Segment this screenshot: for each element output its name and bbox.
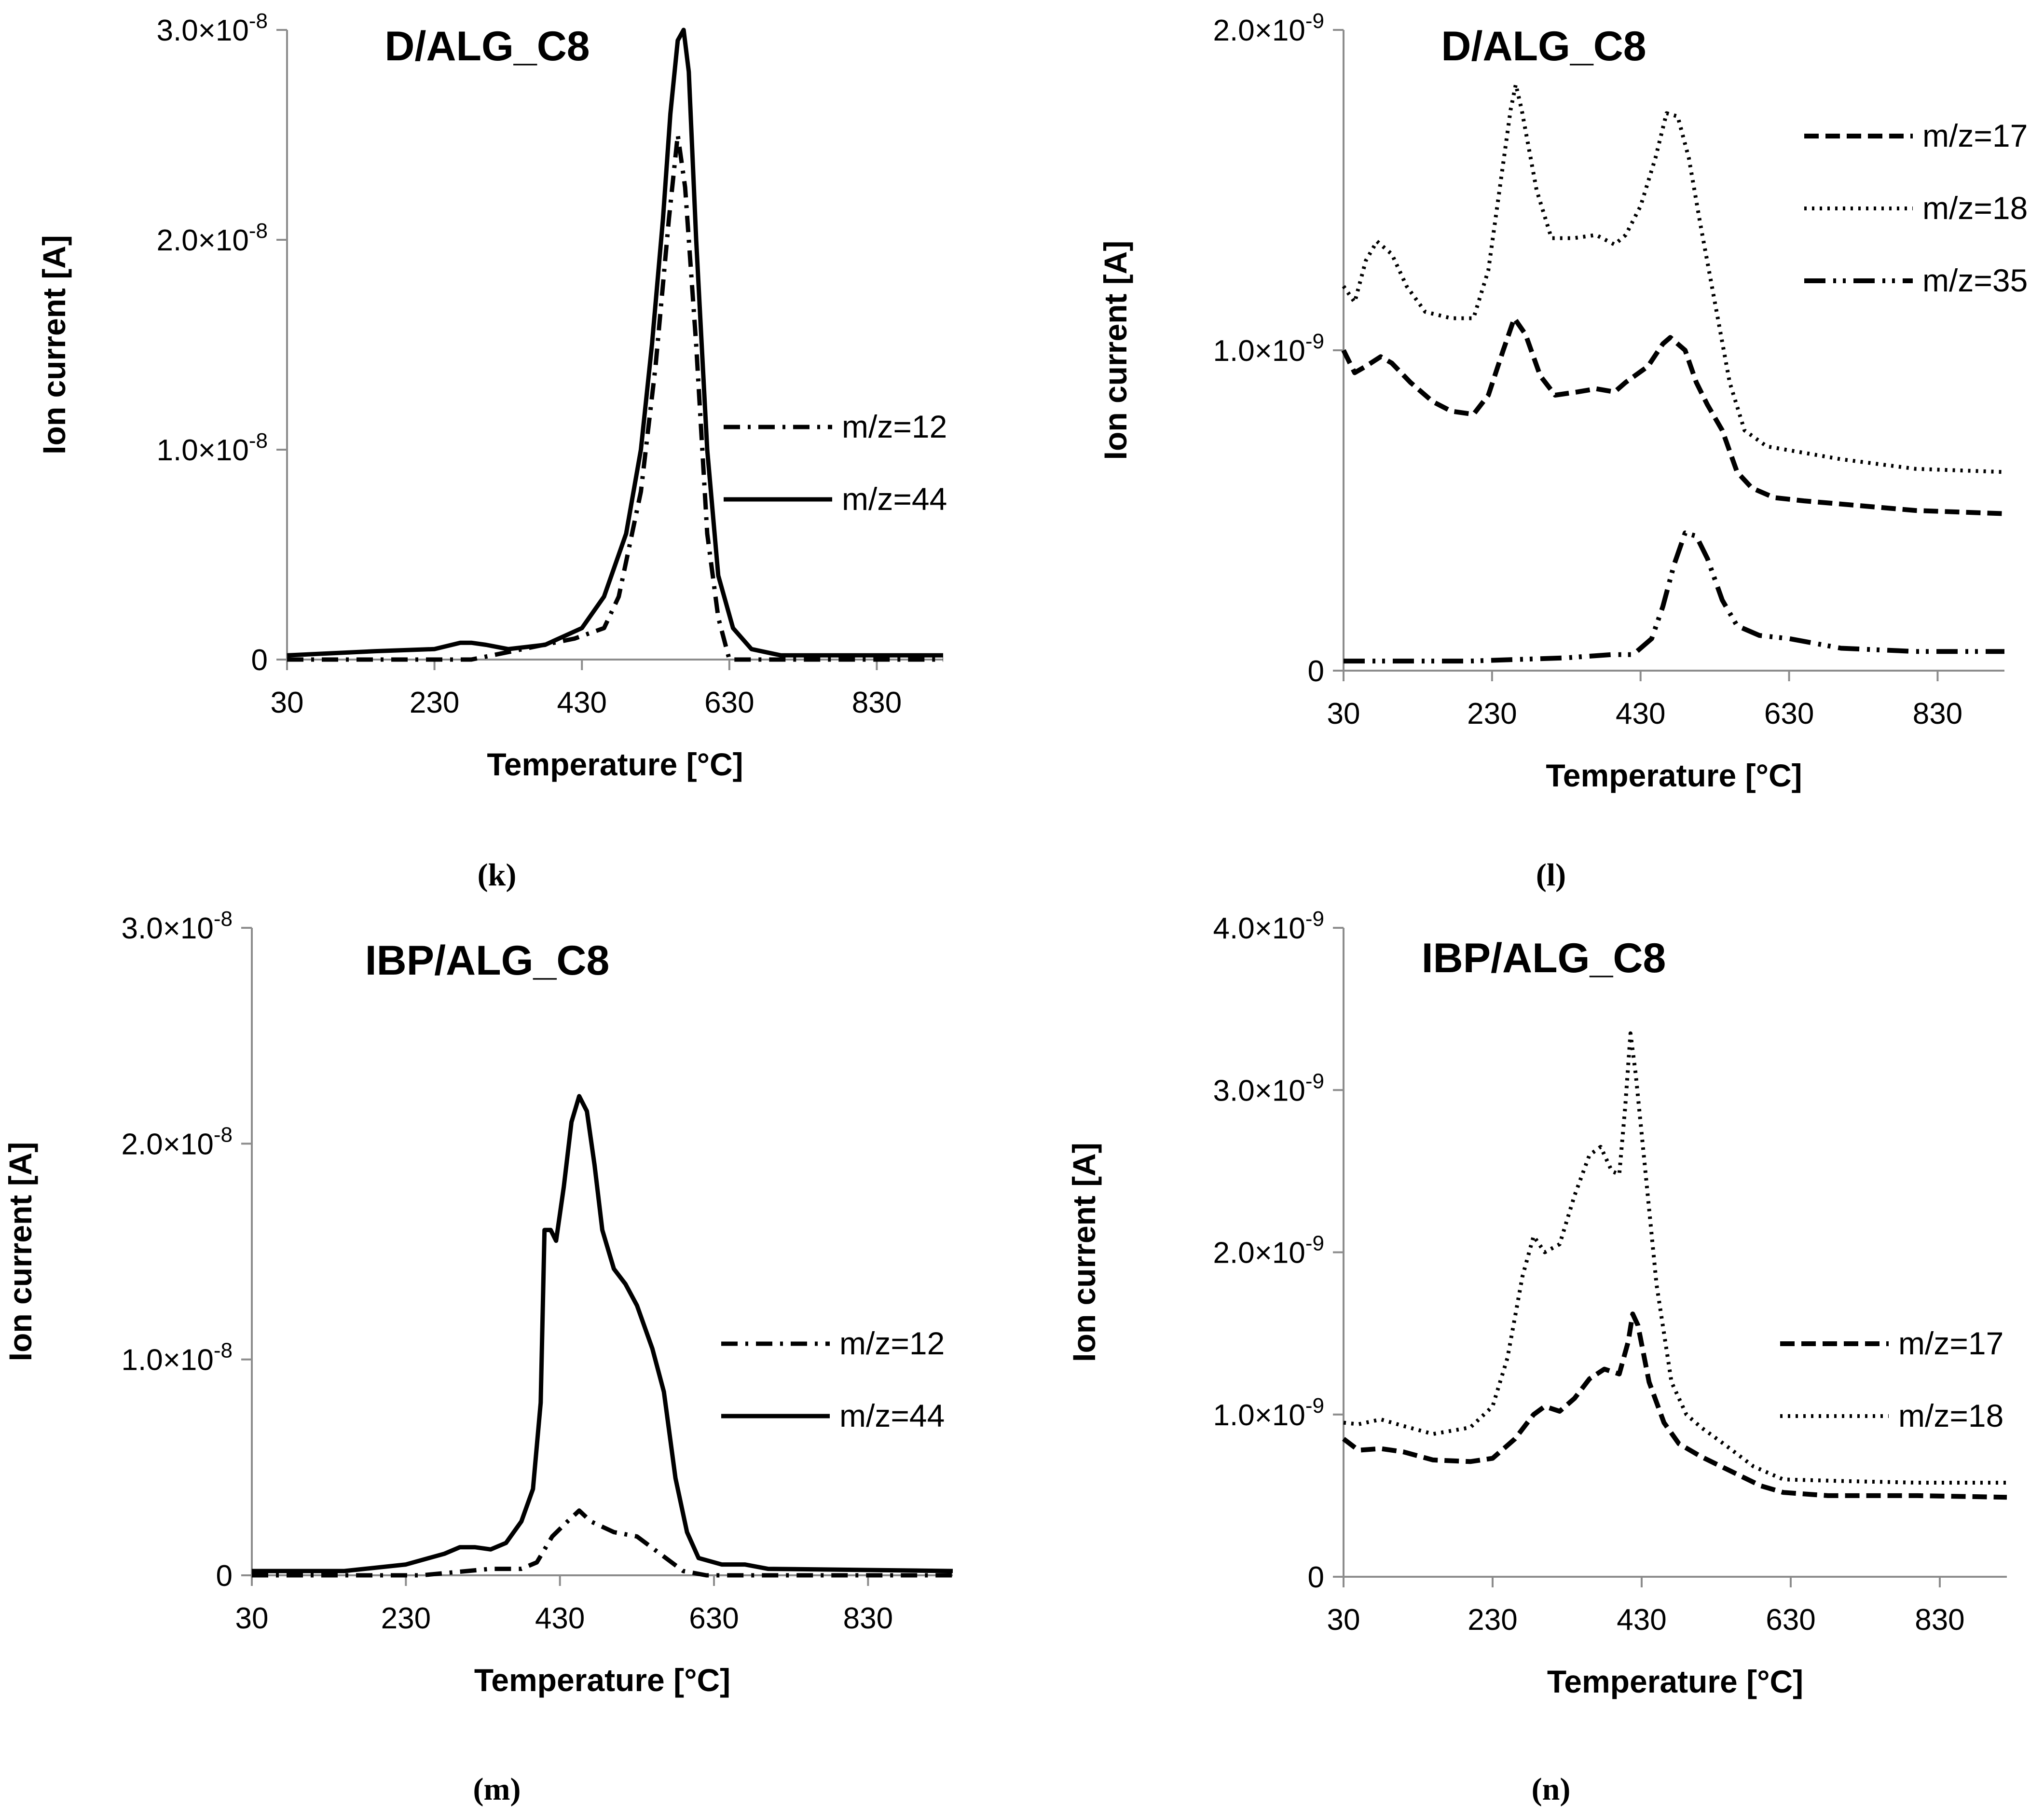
series-line-m-z-44 [252,1094,953,1573]
y-tick-label: 3.0×10-8 [122,907,233,945]
x-axis-label: Temperature [°C] [1546,758,1802,793]
x-tick-label: 30 [271,686,304,719]
y-tick-exponent: -9 [1305,907,1324,931]
legend-label: m/z=17 [1922,118,2028,153]
x-axis-label: Temperature [°C] [474,1662,730,1698]
panel-caption: (n) [1532,1772,1571,1807]
y-axis-label: Ion current [A] [36,235,72,454]
y-tick-exponent: -9 [1305,9,1324,33]
series-line-m-z-35 [1344,530,2004,664]
x-tick-label: 630 [1766,1603,1815,1637]
y-tick-label: 3.0×10-9 [1213,1069,1324,1107]
panel-caption: (m) [473,1772,521,1807]
legend-label: m/z=17 [1898,1325,2003,1361]
legend-label: m/z=44 [842,481,947,517]
y-tick-label: 0 [1308,655,1324,688]
chart-title: IBP/ALG_C8 [365,937,610,984]
legend-label: m/z=12 [839,1325,945,1361]
chart-panel-4: 0 1.0×10-9 2.0×10-9 3.0×10-9 4.0×10-9 30 230 43… [1066,907,2007,1807]
panel-caption: (k) [478,857,517,893]
y-tick-label: 1.0×10-9 [1213,1394,1324,1432]
x-tick-label: 630 [689,1602,739,1635]
series-line-m-z-17 [1341,316,2005,516]
y-tick-exponent: -9 [1305,330,1324,353]
x-tick-label: 830 [852,686,902,719]
panel-caption: (l) [1536,857,1566,893]
x-tick-label: 230 [1467,697,1517,730]
series-line-m-z-17 [1342,1311,2007,1500]
chart-panel-1: 0 1.0×10-8 2.0×10-8 3.0×10-8 30 230 430 630 830 T… [36,9,947,893]
y-tick-label: 1.0×10-8 [157,429,268,467]
chart-title: D/ALG_C8 [384,23,590,69]
x-tick-label: 230 [410,686,459,719]
x-tick-label: 830 [1913,697,1962,730]
y-tick-exponent: -9 [1305,1069,1324,1093]
legend-label: m/z=35 [1922,262,2028,298]
y-tick-exponent: -8 [249,219,268,243]
y-axis-label: Ion current [A] [2,1142,38,1362]
y-tick-label: 1.0×10-9 [1213,330,1324,368]
x-tick-label: 830 [843,1602,893,1635]
x-axis-label: Temperature [°C] [487,746,743,782]
y-tick-label: 1.0×10-8 [122,1339,233,1377]
series-line-m-z-12 [252,1508,953,1578]
x-tick-label: 430 [1616,697,1665,730]
y-tick-label: 4.0×10-9 [1213,907,1324,945]
y-tick-label: 3.0×10-8 [157,9,268,47]
y-tick-exponent: -8 [214,1339,233,1363]
y-tick-label: 2.0×10-8 [122,1123,233,1161]
y-tick-label: 0 [216,1559,233,1593]
y-axis-label: Ion current [A] [1066,1143,1102,1362]
y-tick-exponent: -9 [1305,1394,1324,1418]
legend-label: m/z=18 [1922,190,2028,226]
legend-label: m/z=44 [839,1398,945,1433]
x-tick-label: 30 [1327,697,1360,730]
x-tick-label: 630 [704,686,754,719]
chart-panel-2: 0 1.0×10-9 2.0×10-9 30 230 430 630 830 Temperatu… [1097,9,2028,893]
x-axis-label: Temperature [°C] [1547,1664,1803,1699]
x-tick-label: 230 [381,1602,431,1635]
y-tick-exponent: -8 [249,9,268,33]
legend-label: m/z=18 [1898,1398,2003,1433]
y-tick-label: 2.0×10-9 [1213,1232,1324,1270]
x-tick-label: 830 [1915,1603,1964,1637]
x-tick-label: 230 [1468,1603,1517,1637]
y-tick-label: 2.0×10-9 [1213,9,1324,47]
x-tick-label: 430 [557,686,607,719]
y-tick-exponent: -9 [1305,1232,1324,1255]
chart-title: D/ALG_C8 [1441,23,1646,69]
series-line-m-z-12 [287,133,943,662]
y-tick-label: 0 [251,644,268,677]
y-tick-label: 2.0×10-8 [157,219,268,257]
x-tick-label: 30 [1327,1603,1360,1637]
y-tick-exponent: -8 [249,429,268,453]
y-tick-exponent: -8 [214,1123,233,1146]
x-tick-label: 30 [235,1602,269,1635]
y-tick-label: 0 [1308,1561,1324,1594]
x-tick-label: 630 [1764,697,1814,730]
series-line-m-z-18 [1342,82,2005,474]
chart-panel-3: 0 1.0×10-8 2.0×10-8 3.0×10-8 30 230 430 630 830 T… [2,907,953,1807]
chart-title: IBP/ALG_C8 [1422,935,1666,981]
legend-label: m/z=12 [842,409,947,444]
x-tick-label: 430 [535,1602,585,1635]
series-line-m-z-44 [287,28,943,658]
y-axis-label: Ion current [A] [1097,241,1133,460]
x-tick-label: 430 [1617,1603,1666,1637]
y-tick-exponent: -8 [214,907,233,931]
